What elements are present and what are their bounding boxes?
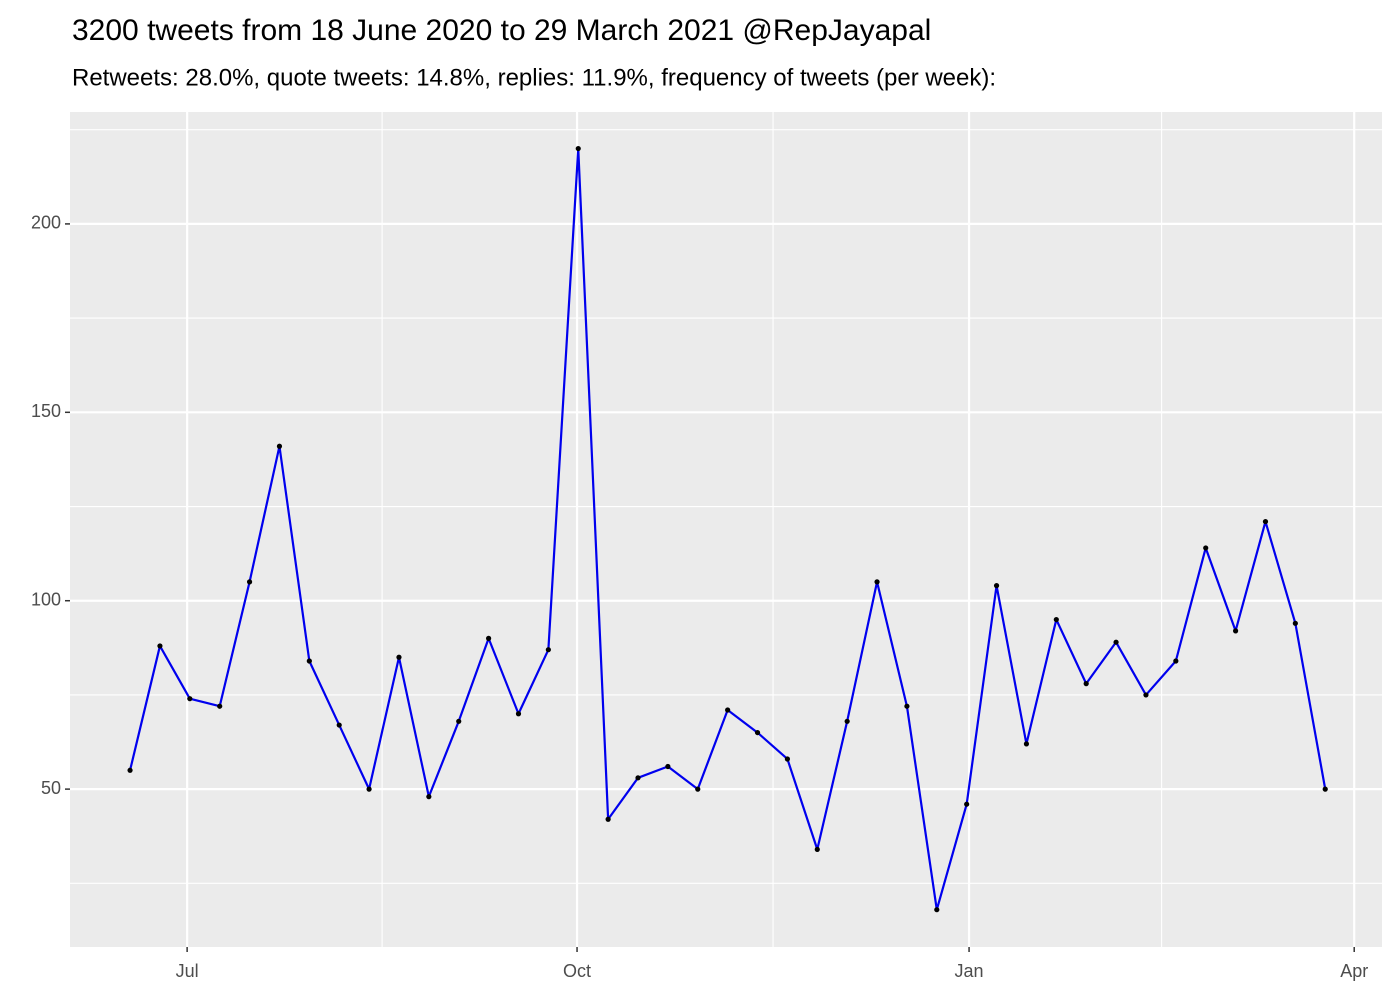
point [725, 707, 731, 713]
point [635, 775, 641, 781]
point [217, 703, 223, 709]
point [784, 756, 791, 762]
point [1322, 786, 1328, 792]
point [1173, 658, 1179, 664]
point [1203, 545, 1209, 551]
chart-title: 3200 tweets from 18 June 2020 to 29 Marc… [72, 14, 931, 47]
point [1023, 741, 1030, 747]
point [246, 579, 253, 585]
y-tick-label: 200 [31, 213, 61, 233]
chart-subtitle: Retweets: 28.0%, quote tweets: 14.8%, re… [72, 64, 996, 91]
point [127, 767, 133, 773]
point [934, 907, 940, 913]
x-tick-label: Jul [176, 961, 199, 981]
point [1143, 692, 1149, 698]
point [964, 801, 970, 807]
point [1232, 628, 1239, 634]
point [993, 583, 1000, 589]
y-tick-label: 50 [41, 778, 61, 798]
point [276, 443, 283, 449]
y-tick-label: 150 [31, 401, 61, 421]
point [366, 786, 372, 792]
point [187, 696, 193, 702]
point [695, 786, 701, 792]
point [545, 647, 551, 653]
point [486, 635, 492, 641]
point [754, 729, 761, 736]
plot-panel [70, 112, 1382, 947]
point [1262, 518, 1269, 525]
point [426, 794, 432, 800]
point [904, 703, 910, 709]
point [1053, 616, 1059, 623]
point [844, 718, 850, 724]
x-tick-label: Apr [1340, 961, 1368, 981]
point [814, 846, 820, 853]
x-tick-label: Jan [955, 961, 984, 981]
x-tick-label: Oct [563, 961, 591, 981]
point [874, 579, 880, 585]
point [396, 654, 402, 660]
point [336, 722, 342, 728]
point [515, 711, 522, 717]
point [575, 145, 581, 152]
point [1292, 620, 1298, 626]
y-tick-label: 100 [31, 589, 61, 609]
point [605, 816, 611, 822]
point [306, 658, 312, 664]
point [1113, 639, 1119, 645]
point [665, 763, 671, 770]
point [456, 718, 462, 724]
point [157, 643, 163, 649]
point [1083, 681, 1089, 687]
